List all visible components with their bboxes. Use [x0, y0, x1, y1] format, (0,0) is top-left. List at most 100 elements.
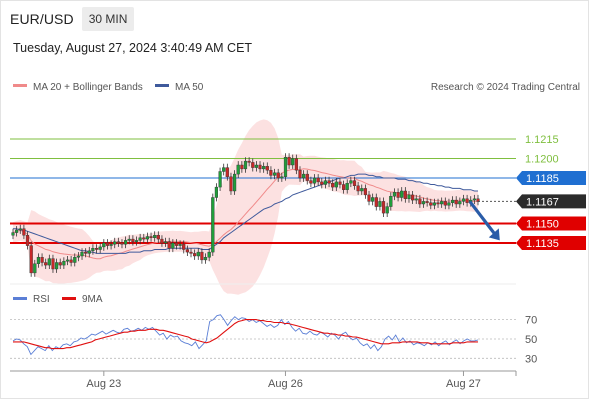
forecast-arrow-head — [488, 228, 500, 241]
candle — [472, 194, 476, 204]
candle-body — [349, 180, 353, 184]
candle — [149, 232, 153, 242]
candle — [360, 184, 364, 195]
rsi-tick-50: 50 — [525, 334, 537, 346]
candle — [116, 237, 120, 247]
candle-body — [334, 181, 338, 188]
candle — [236, 161, 240, 178]
level-label-1.1200: 1.1200 — [525, 154, 559, 166]
candle-body — [385, 206, 389, 214]
candle-body — [265, 166, 269, 171]
level-label-1.1215: 1.1215 — [525, 134, 559, 146]
candle-body — [69, 259, 73, 263]
candle — [320, 178, 324, 189]
candle-body — [222, 167, 226, 172]
candle-body — [171, 242, 175, 249]
candle — [171, 239, 175, 253]
candle-body — [440, 201, 444, 205]
candle-body — [294, 158, 298, 171]
forecast-arrow-shaft — [469, 201, 498, 237]
candle-body — [156, 234, 160, 240]
candle — [178, 240, 182, 250]
candle — [47, 254, 51, 269]
candle-body — [87, 250, 91, 254]
candle — [283, 153, 288, 181]
candle-body — [458, 201, 462, 205]
x-tick-label-1: Aug 26 — [268, 378, 303, 390]
candle — [465, 194, 469, 207]
candle-body — [73, 257, 77, 263]
candle — [349, 176, 353, 188]
candle — [167, 237, 171, 253]
candle-body — [153, 234, 157, 238]
candle-body — [167, 241, 171, 249]
candle — [156, 231, 160, 243]
candle — [160, 235, 164, 247]
candle-body — [262, 166, 266, 170]
candle-body — [371, 197, 375, 202]
price-level-labels: 1.1215 1.1200 1.1185 1.1167 1.1150 1.1135 — [516, 134, 586, 250]
candle — [214, 183, 218, 202]
candle — [123, 236, 128, 249]
level-tag-1.1185 — [516, 171, 586, 185]
candle — [392, 188, 396, 201]
candle — [98, 243, 102, 254]
candle-body — [145, 236, 149, 240]
candle — [40, 253, 44, 267]
candle-body — [22, 228, 26, 236]
candle — [262, 162, 266, 173]
candle-body — [232, 173, 237, 192]
candle-body — [356, 185, 360, 192]
timeframe-badge[interactable]: 30 MIN — [81, 7, 135, 31]
candle — [192, 249, 197, 260]
rsi-legend-swatch — [13, 297, 27, 300]
candle-body — [316, 177, 320, 183]
candle — [189, 248, 193, 258]
candle-body — [421, 201, 426, 205]
candle-body — [91, 247, 95, 251]
candle-body — [254, 164, 258, 168]
candle-body — [389, 195, 393, 207]
candle — [269, 166, 273, 180]
candle-body — [142, 237, 146, 240]
candle — [142, 233, 146, 243]
candle-body — [400, 190, 404, 198]
candle — [309, 176, 313, 188]
candle-body — [411, 194, 415, 201]
candlesticks — [11, 153, 480, 277]
candle-body — [131, 238, 135, 242]
candle-body — [396, 192, 400, 198]
candle-body — [55, 262, 59, 270]
candle — [440, 197, 444, 208]
candle-body — [465, 198, 469, 203]
candle — [18, 224, 22, 234]
candle — [378, 197, 382, 211]
candle-body — [243, 160, 248, 170]
candle-body — [305, 173, 309, 181]
rsi-ma-legend-label: 9MA — [82, 294, 103, 305]
candle — [94, 244, 99, 254]
candle-body — [211, 197, 215, 253]
level-label-1.1150: 1.1150 — [526, 219, 559, 231]
candle — [331, 179, 335, 191]
candle — [240, 161, 244, 173]
candle-body — [134, 240, 139, 242]
rsi-tick-30: 30 — [525, 353, 537, 365]
candle — [51, 254, 55, 273]
price-levels — [10, 138, 516, 244]
candle-body — [218, 171, 222, 188]
candle-body — [472, 198, 476, 201]
candle-body — [80, 251, 84, 257]
candle-body — [14, 229, 19, 233]
candle-body — [320, 181, 324, 185]
candle — [200, 248, 204, 264]
candle — [407, 191, 411, 203]
candle — [258, 161, 262, 173]
candle-body — [123, 240, 128, 245]
candle-body — [25, 234, 30, 246]
candle-body — [323, 180, 327, 185]
candle — [291, 154, 295, 169]
candle-body — [247, 160, 251, 163]
candle-body — [44, 262, 48, 266]
candle-body — [200, 251, 204, 261]
